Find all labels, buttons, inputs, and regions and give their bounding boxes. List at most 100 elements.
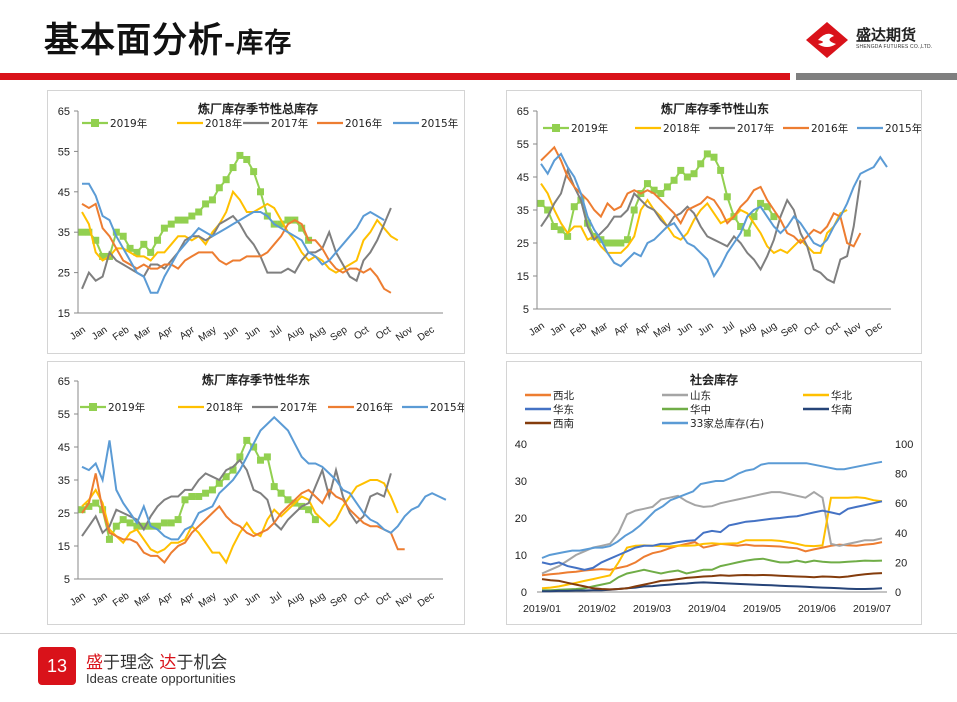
data-point xyxy=(770,213,778,221)
x-tick-label: Jun xyxy=(221,324,241,342)
data-point xyxy=(544,206,552,214)
data-point xyxy=(160,519,168,527)
legend-label: 2015年 xyxy=(430,401,464,414)
logo-mark-icon xyxy=(806,22,848,58)
y-tick-label: 5 xyxy=(523,304,529,316)
x-tick-label: Jan xyxy=(548,320,568,338)
x-tick-label: Jan xyxy=(527,320,547,338)
data-point xyxy=(133,522,141,530)
x-tick-label: Jun xyxy=(221,590,241,608)
x-tick-label: Mar xyxy=(133,590,154,609)
y-tick-label: 65 xyxy=(517,106,529,118)
page-number-badge: 13 xyxy=(38,647,76,685)
legend-entry: 华中 xyxy=(662,403,711,416)
legend-entry: 33家总库存(右) xyxy=(662,417,764,430)
data-point xyxy=(305,506,313,514)
chart-huadong-inventory: 炼厂库存季节性华东 2019年 2018年 2017年 2016年 2015年 5 15 25 3… xyxy=(58,372,464,610)
logo-subtext: SHENGDA FUTURES CO.,LTD. xyxy=(856,44,933,50)
legend-label: 2019年 xyxy=(571,122,608,135)
data-point xyxy=(550,223,558,230)
data-point xyxy=(243,436,251,444)
data-point xyxy=(670,176,678,184)
data-point xyxy=(710,153,718,161)
legend-entry: 2019年 xyxy=(82,117,147,130)
legend-label: 2018年 xyxy=(663,122,700,135)
chart-panel-shandong: 炼厂库存季节性山东 2019年 2018年 2017年 2016年 2015年 5 15 25 3… xyxy=(506,90,922,354)
legend-label: 西北 xyxy=(553,390,574,402)
legend-label: 2015年 xyxy=(421,117,458,130)
legend-label: 山东 xyxy=(690,389,711,402)
y-tick-label: 35 xyxy=(58,475,70,487)
legend-entry: 2018年 xyxy=(635,122,700,135)
chart-total-inventory: 炼厂库存季节性总库存 2019年 2018年 2017年 2016年 2015年 15 25 3… xyxy=(58,101,458,344)
legend-label: 西南 xyxy=(553,417,574,430)
data-point xyxy=(610,239,618,247)
data-point xyxy=(284,216,292,224)
x-tick-label: Oct xyxy=(823,320,842,338)
x-tick-label: Oct xyxy=(352,324,371,342)
data-point xyxy=(229,164,237,172)
x-tick-label: Apr xyxy=(178,324,198,342)
data-point xyxy=(229,466,237,474)
data-point xyxy=(215,184,223,192)
legend-label: 华南 xyxy=(831,403,852,416)
data-point xyxy=(222,473,230,481)
chart-title: 社会库存 xyxy=(689,372,738,387)
x-tick-label: Aug xyxy=(758,320,779,339)
x-tick-label: Jan xyxy=(90,590,110,608)
data-point xyxy=(750,213,758,221)
x-tick-label: 2019/05 xyxy=(743,603,781,615)
data-point xyxy=(277,489,285,497)
header-grey-bar xyxy=(796,73,957,80)
slogan-english: Ideas create opportunities xyxy=(86,671,236,686)
x-tick-label: May xyxy=(197,324,219,344)
x-tick-label: 2019/03 xyxy=(633,603,671,615)
series-line xyxy=(541,500,883,571)
data-point xyxy=(697,160,705,168)
data-point xyxy=(112,522,120,530)
data-point xyxy=(236,453,244,461)
x-tick-label: Feb xyxy=(111,324,132,343)
y-tick-label: 45 xyxy=(58,442,70,454)
chart-panel-total: 炼厂库存季节性总库存 2019年 2018年 2017年 2016年 2015年 15 25 3… xyxy=(47,90,465,354)
legend-label: 2017年 xyxy=(271,117,308,130)
series-line xyxy=(82,154,310,258)
data-point xyxy=(126,244,134,252)
data-point xyxy=(737,223,745,230)
data-point xyxy=(78,228,86,236)
y-tick-label: 20 xyxy=(515,513,527,525)
data-point xyxy=(126,519,134,527)
x-tick-label: Apr xyxy=(178,590,198,608)
legend-label: 2017年 xyxy=(737,122,774,135)
series-line xyxy=(542,581,883,593)
y-tick-label: 25 xyxy=(58,508,70,520)
footer-divider xyxy=(0,633,957,634)
data-point xyxy=(663,183,671,191)
legend-label: 2019年 xyxy=(110,117,147,130)
x-tick-label: Aug xyxy=(285,324,306,343)
logo-text: 盛达期货 xyxy=(856,26,917,44)
legend-label: 华中 xyxy=(690,403,711,416)
chart-panel-huadong: 炼厂库存季节性华东 2019年 2018年 2017年 2016年 2015年 5 15 25 3… xyxy=(47,361,465,625)
y-tick-label: 30 xyxy=(515,476,527,488)
data-point xyxy=(557,226,565,234)
x-tick-label: Apr xyxy=(633,320,653,338)
chart-shandong-inventory: 炼厂库存季节性山东 2019年 2018年 2017年 2016年 2015年 5 15 25 3… xyxy=(517,101,921,340)
data-point xyxy=(215,479,223,487)
data-point xyxy=(257,456,264,464)
y-tick-label: 45 xyxy=(517,172,529,184)
data-point xyxy=(195,208,203,216)
data-point xyxy=(119,232,127,240)
data-point xyxy=(154,236,162,244)
y2-tick-label: 0 xyxy=(895,587,901,599)
y-tick-label: 45 xyxy=(58,187,70,199)
x-tick-label: Jul xyxy=(720,320,737,336)
y-tick-label: 40 xyxy=(515,439,527,451)
data-point xyxy=(147,248,155,256)
legend-entry: 西北 xyxy=(525,390,574,402)
y-tick-label: 65 xyxy=(58,376,70,388)
series-line xyxy=(81,473,405,565)
chart-title: 炼厂库存季节性华东 xyxy=(202,372,310,387)
slogan-chinese: 盛于理念 达于机会 xyxy=(86,653,228,673)
